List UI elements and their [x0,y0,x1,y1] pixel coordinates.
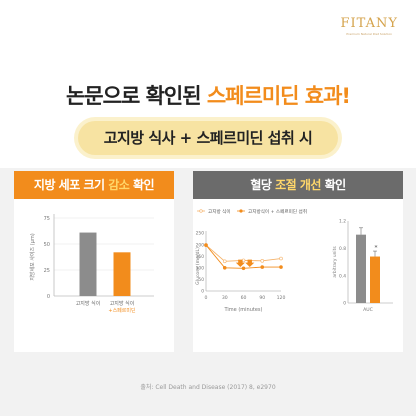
y-tick-label: 0 [201,289,204,295]
brand-tagline: Premium Natural Diet Solution [346,32,393,36]
data-point [260,265,265,269]
glucose-title-prefix: 혈당 [250,178,276,192]
y-tick-label: 0.4 [339,273,346,279]
brand-logo: FITANY Premium Natural Diet Solution [341,16,398,36]
y-tick-label: 25 [44,268,50,274]
x-tick-label: 120 [277,295,286,301]
legend-marker [239,209,243,213]
fat-cell-title-accent: 감소 [108,178,130,192]
data-point [241,266,246,271]
x-tick-label: 고지방 식이 [110,300,135,307]
fat-cell-card-title: 지방 세포 크기 감소 확인 [14,171,174,199]
x-tick-label: AUC [363,307,373,313]
significance-marker: * [375,245,378,252]
data-point [279,265,283,269]
y-tick-label: 250 [196,231,205,237]
x-tick-sublabel: +스페르미딘 [108,307,136,314]
fat-cell-title-suffix: 확인 [129,178,155,192]
glucose-card: 혈당 조절 개선 확인 고지방 식이 고지방식이 + 스페르미딘 섭취 0 50 100… [193,171,403,352]
y-tick-label: 75 [44,216,50,222]
headline: 논문으로 확인된 스페르미딘 효과! [0,80,416,110]
bar [370,256,380,303]
y-tick-label: 0.8 [339,246,346,252]
y-axis-label: 지방세포 사이즈 (μm) [29,233,36,280]
y-tick-label: 150 [196,254,205,260]
y-tick-label: 50 [44,242,50,248]
source-citation: 출처: Cell Death and Disease (2017) 8, e29… [140,384,276,391]
y-tick-label: 0 [47,294,50,300]
x-tick-label: 60 [241,295,247,301]
glucose-card-title: 혈당 조절 개선 확인 [193,171,403,199]
data-point [204,243,208,247]
fat-cell-title-prefix: 지방 세포 크기 [33,178,109,192]
brand-name: FITANY [340,16,398,31]
legend-label: 고지방 식이 [208,208,231,215]
data-point [260,259,265,263]
x-tick-label: 30 [222,295,228,301]
down-arrow-icon [245,259,255,268]
data-point [222,266,227,270]
y-tick-label: 1.2 [339,219,346,225]
bar [113,252,131,296]
y-tick-label: 100 [196,266,205,272]
series-line [205,244,281,269]
data-point [279,256,283,261]
y-tick-label: 200 [196,242,205,248]
headline-highlight: 스페르미딘 효과! [206,84,351,108]
bar [79,232,97,296]
glucose-title-accent: 조절 개선 [275,178,321,192]
data-point [222,259,227,264]
glucose-charts: 고지방 식이 고지방식이 + 스페르미딘 섭취 0 50 100 150 200 250 0 30… [195,208,393,313]
fat-cell-card: 지방 세포 크기 감소 확인 0 25 50 75 지방세포 사이즈 (μm) 고지방 식… [14,171,174,352]
x-tick-label: 0 [205,295,208,301]
legend-marker [199,209,203,213]
legend-label: 고지방식이 + 스페르미딘 섭취 [248,208,307,215]
x-axis-label: Time (minutes) [224,307,263,313]
y-axis-label: arbitrary units [332,246,338,278]
bar [356,234,366,303]
x-tick-label: 고지방 식이 [76,300,101,307]
x-tick-label: 90 [259,295,265,301]
condition-pill: 고지방 식사 + 스페르미딘 섭취 시 [78,121,338,155]
glucose-title-suffix: 확인 [320,178,347,192]
headline-prefix: 논문으로 확인된 [65,84,207,108]
y-tick-label: 0 [343,301,346,307]
y-axis-label: Glucose (mg/dL) [195,247,201,285]
y-tick-label: 50 [198,277,204,283]
down-arrow-icon [235,259,245,268]
